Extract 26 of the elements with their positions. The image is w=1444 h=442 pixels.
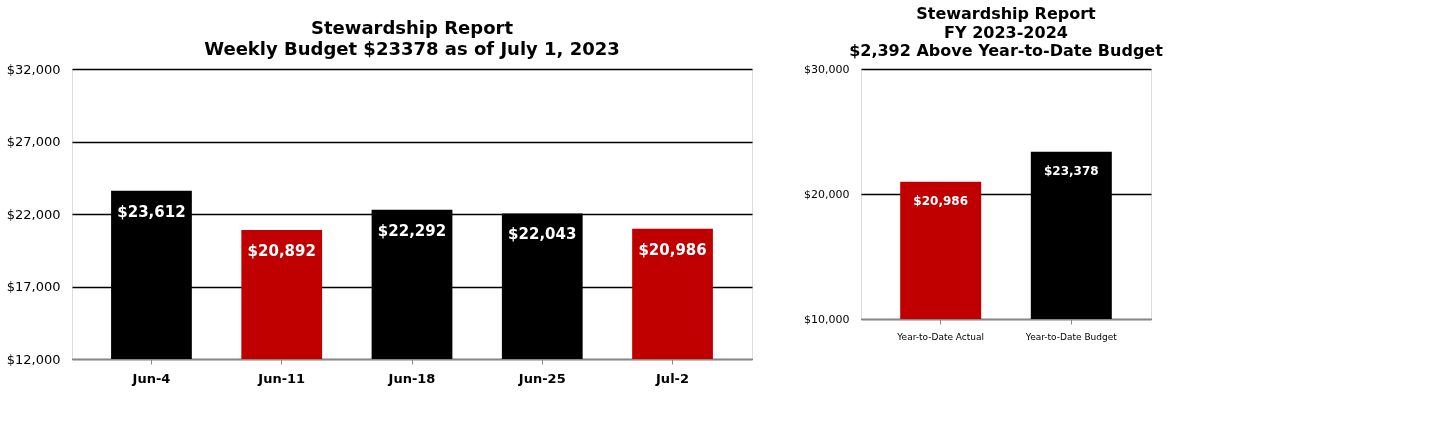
x-tick-label: Year-to-Date Actual	[896, 331, 985, 342]
y-tick-label: $12,000	[6, 351, 61, 367]
chart-title: Stewardship Report	[916, 4, 1097, 23]
chart-subtitle: Weekly Budget $23378 as of July 1, 2023	[204, 38, 620, 59]
y-tick-label: $32,000	[6, 61, 61, 77]
chart-title: Stewardship Report	[311, 17, 514, 38]
x-tick-label: Jun-25	[517, 370, 566, 386]
y-tick-label: $22,000	[6, 206, 61, 222]
x-tick-label: Jun-18	[387, 370, 436, 386]
data-label: $23,612	[117, 202, 186, 221]
x-tick-label: Jul-2	[655, 370, 690, 386]
y-tick-label: $17,000	[6, 279, 61, 294]
y-tick-label: $27,000	[6, 134, 61, 149]
data-label: $22,043	[508, 225, 577, 244]
data-label: $22,292	[377, 221, 447, 240]
chart-subtitle: FY 2023-2024 $2,392 Above Year-to-Date Budget	[849, 23, 1164, 60]
data-label: $23,378	[1043, 163, 1099, 178]
data-label: $20,892	[247, 242, 316, 261]
data-label: $20,986	[638, 240, 707, 259]
y-tick-label: $20,000	[804, 187, 850, 201]
data-label: $20,986	[913, 193, 969, 208]
x-tick-label: Jun-11	[257, 370, 306, 386]
y-tick-label: $30,000	[804, 62, 850, 76]
x-tick-label: Year-to-Date Budget	[1024, 331, 1118, 342]
x-tick-label: Jun-4	[131, 370, 171, 386]
y-tick-label: $10,000	[804, 312, 850, 326]
